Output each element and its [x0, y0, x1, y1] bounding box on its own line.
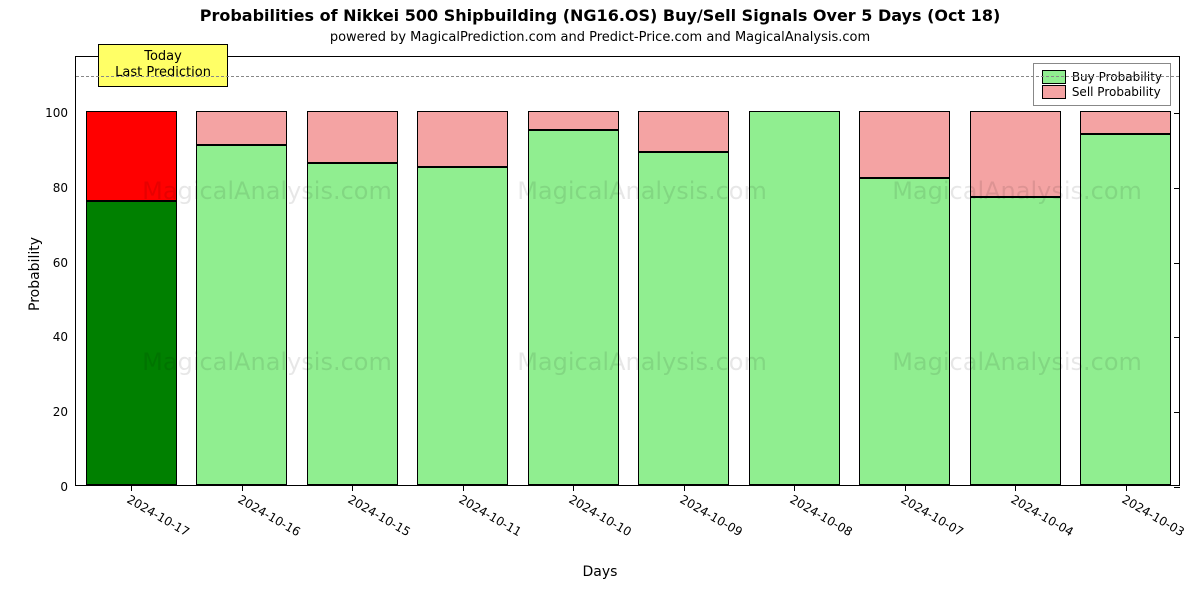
bar-buy: [86, 201, 177, 485]
bar-buy: [417, 167, 508, 485]
x-tick-label: 2024-10-07: [898, 492, 965, 539]
x-tick-mark: [794, 485, 795, 491]
chart-subtitle: powered by MagicalPrediction.com and Pre…: [0, 30, 1200, 45]
y-tick-mark: [1174, 487, 1180, 488]
y-tick-label: 40: [53, 330, 76, 344]
bar-buy: [1080, 134, 1171, 485]
y-tick-mark: [1174, 337, 1180, 338]
x-tick-mark: [242, 485, 243, 491]
x-tick-mark: [463, 485, 464, 491]
x-tick-label: 2024-10-11: [456, 492, 523, 539]
bar-buy: [307, 163, 398, 485]
y-axis-label: Probability: [27, 237, 43, 311]
y-tick-mark: [1174, 412, 1180, 413]
y-tick-label: 60: [53, 256, 76, 270]
x-tick-mark: [905, 485, 906, 491]
bar-slot: 2024-10-15: [307, 57, 398, 485]
bar-sell: [528, 111, 619, 130]
x-tick-mark: [573, 485, 574, 491]
bar-buy: [749, 111, 840, 485]
y-tick-label: 100: [45, 106, 76, 120]
x-tick-label: 2024-10-03: [1119, 492, 1186, 539]
plot-area: 2024-10-172024-10-162024-10-152024-10-11…: [75, 56, 1180, 486]
bar-slot: 2024-10-09: [638, 57, 729, 485]
today-annotation: Today Last Prediction: [98, 44, 228, 87]
x-tick-label: 2024-10-17: [125, 492, 192, 539]
bar-buy: [970, 197, 1061, 485]
x-tick-mark: [1126, 485, 1127, 491]
x-tick-mark: [131, 485, 132, 491]
annotation-line1: Today: [109, 49, 217, 65]
legend-label: Sell Probability: [1072, 85, 1161, 99]
bar-sell: [859, 111, 950, 178]
x-tick-label: 2024-10-09: [677, 492, 744, 539]
x-axis-label: Days: [0, 564, 1200, 580]
bar-buy: [859, 178, 950, 485]
legend: Buy ProbabilitySell Probability: [1033, 63, 1171, 106]
bar-buy: [196, 145, 287, 485]
bar-sell: [86, 111, 177, 201]
bar-slot: 2024-10-08: [749, 57, 840, 485]
y-tick-label: 20: [53, 405, 76, 419]
bar-slot: 2024-10-04: [970, 57, 1061, 485]
x-tick-label: 2024-10-04: [1009, 492, 1076, 539]
x-tick-mark: [1015, 485, 1016, 491]
bar-sell: [1080, 111, 1171, 133]
y-tick-mark: [1174, 113, 1180, 114]
x-tick-mark: [684, 485, 685, 491]
legend-swatch: [1042, 85, 1066, 99]
legend-swatch: [1042, 70, 1066, 84]
y-tick-label: 80: [53, 181, 76, 195]
legend-item: Sell Probability: [1042, 85, 1162, 99]
x-tick-label: 2024-10-08: [788, 492, 855, 539]
annotation-line2: Last Prediction: [109, 65, 217, 81]
legend-item: Buy Probability: [1042, 70, 1162, 84]
bar-sell: [417, 111, 508, 167]
y-tick-mark: [1174, 263, 1180, 264]
gridline: [76, 76, 1179, 77]
x-tick-label: 2024-10-15: [346, 492, 413, 539]
figure: Probabilities of Nikkei 500 Shipbuilding…: [0, 0, 1200, 600]
bar-slot: 2024-10-11: [417, 57, 508, 485]
y-tick-mark: [1174, 188, 1180, 189]
bar-sell: [970, 111, 1061, 197]
bar-slot: 2024-10-07: [859, 57, 950, 485]
x-tick-label: 2024-10-10: [567, 492, 634, 539]
bars-layer: 2024-10-172024-10-162024-10-152024-10-11…: [76, 57, 1179, 485]
bar-slot: 2024-10-10: [528, 57, 619, 485]
x-tick-label: 2024-10-16: [235, 492, 302, 539]
x-tick-mark: [352, 485, 353, 491]
bar-sell: [307, 111, 398, 163]
y-tick-label: 0: [60, 480, 76, 494]
bar-slot: 2024-10-16: [196, 57, 287, 485]
legend-label: Buy Probability: [1072, 70, 1162, 84]
bar-buy: [638, 152, 729, 485]
chart-title: Probabilities of Nikkei 500 Shipbuilding…: [0, 6, 1200, 25]
bar-sell: [638, 111, 729, 152]
bar-slot: 2024-10-03: [1080, 57, 1171, 485]
bar-slot: 2024-10-17: [86, 57, 177, 485]
bar-sell: [196, 111, 287, 145]
bar-buy: [528, 130, 619, 485]
